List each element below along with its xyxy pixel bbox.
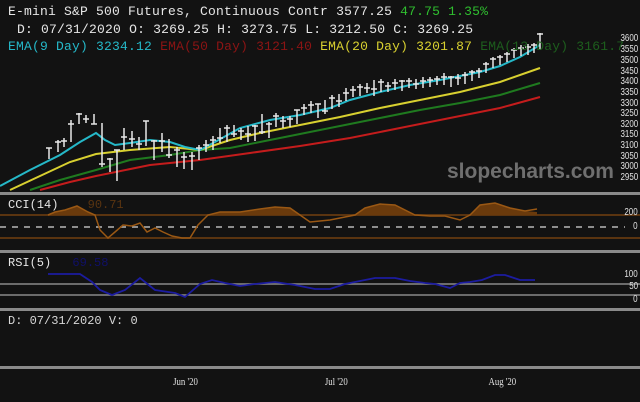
price-tick: 3500	[620, 55, 638, 66]
panel-divider[interactable]	[0, 308, 640, 311]
close-value: 3269.25	[417, 22, 474, 37]
cci-value: 90.71	[87, 198, 124, 212]
ema50-line	[39, 96, 541, 191]
rsi-tick-0: 0	[633, 294, 638, 305]
price-tick: 3550	[620, 44, 638, 55]
price-tick: 3400	[620, 76, 638, 87]
price-change-pct: 1.35%	[448, 4, 489, 19]
low-value: 3212.50	[329, 22, 386, 37]
price-tick: 2950	[620, 172, 638, 183]
rsi-tick-50: 50	[629, 281, 638, 292]
instrument-title: E-mini S&P 500 Futures, Continuous Contr	[8, 4, 329, 19]
cci-chart-svg	[0, 202, 640, 240]
open-value: 3269.25	[153, 22, 210, 37]
rsi-label: RSI(5) 69.58	[8, 256, 109, 270]
ema13-legend: EMA(13 Day) 3161.7	[480, 39, 625, 54]
ema20-legend: EMA(20 Day) 3201.87	[320, 39, 473, 54]
rsi-panel: RSI(5) 69.58 100 50 0	[0, 253, 640, 308]
price-tick: 3300	[620, 98, 638, 109]
price-tick: 3100	[620, 140, 638, 151]
high-value: 3273.75	[241, 22, 298, 37]
cci-tick-0: 0	[633, 221, 638, 232]
cci-label: CCI(14) 90.71	[8, 198, 124, 212]
date-value: 07/31/2020	[41, 22, 122, 37]
ema13-line	[29, 82, 541, 191]
ohlc-readout: D: 07/31/2020 O: 3269.25 H: 3273.75 L: 3…	[17, 22, 473, 37]
rsi-line	[48, 273, 535, 299]
ema9-legend: EMA(9 Day) 3234.12	[8, 39, 153, 54]
date-label: D:	[17, 22, 34, 37]
rsi-tick-100: 100	[624, 269, 638, 280]
price-chart-svg	[0, 33, 543, 191]
watermark: slopecharts.com	[447, 160, 614, 183]
price-tick: 3050	[620, 151, 638, 162]
price-tick: 3350	[620, 87, 638, 98]
date-tick-aug: Aug '20	[488, 376, 517, 388]
volume-panel: D: 07/31/2020 V: 0	[0, 311, 640, 366]
price-tick: 3600	[620, 33, 638, 44]
price-change: 47.75	[400, 4, 441, 19]
price-tick: 3150	[620, 129, 638, 140]
date-axis: Jun '20 Jul '20 Aug '20	[0, 369, 640, 402]
volume-readout: D: 07/31/2020 V: 0	[8, 314, 138, 328]
ema20-line	[9, 67, 541, 191]
cci-panel: CCI(14) 90.71 200 0	[0, 195, 640, 250]
ema50-legend: EMA(50 Day) 3121.40	[160, 39, 313, 54]
date-tick-jun: Jun '20	[173, 376, 198, 388]
price-tick: 3250	[620, 108, 638, 119]
rsi-chart-svg	[0, 273, 640, 299]
rsi-value: 69.58	[72, 256, 109, 270]
cci-line	[47, 202, 538, 240]
price-panel: E-mini S&P 500 Futures, Continuous Contr…	[0, 0, 640, 193]
chart-header-line1: E-mini S&P 500 Futures, Continuous Contr…	[8, 4, 488, 19]
high-label: H:	[217, 22, 234, 37]
open-label: O:	[129, 22, 146, 37]
cci-tick-200: 200	[624, 207, 638, 218]
last-price: 3577.25	[336, 4, 393, 19]
ohlc-bars	[46, 33, 543, 181]
price-tick: 3450	[620, 66, 638, 77]
panel-divider[interactable]	[0, 366, 640, 369]
price-tick: 3200	[620, 119, 638, 130]
date-tick-jul: Jul '20	[324, 376, 348, 388]
price-tick: 3000	[620, 161, 638, 172]
panel-divider[interactable]	[0, 250, 640, 253]
low-label: L:	[305, 22, 322, 37]
panel-divider[interactable]	[0, 192, 640, 195]
close-label: C:	[393, 22, 410, 37]
ema-legend: EMA(9 Day) 3234.12 EMA(50 Day) 3121.40 E…	[8, 39, 624, 54]
